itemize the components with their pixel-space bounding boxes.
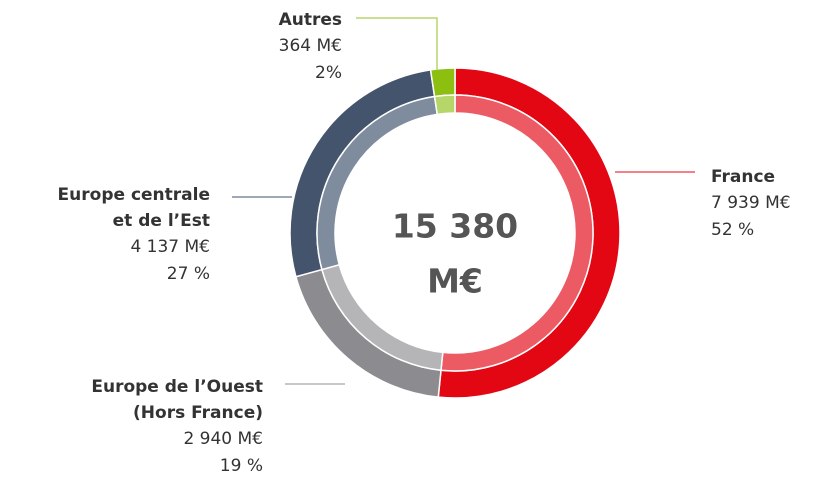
total-line: M€ — [427, 262, 483, 301]
category-name: Europe centrale et de l’Est — [57, 185, 210, 231]
value-label: 4 137 M€ — [130, 237, 210, 257]
percentage-label: 19 % — [219, 456, 263, 476]
slice-label: Autres 364 M€ 2% — [279, 7, 342, 87]
slice-inner — [433, 94, 456, 116]
value-label: 364 M€ — [278, 36, 342, 56]
leader-line — [356, 17, 438, 70]
percentage-label: 27 % — [166, 264, 210, 284]
percentage-label: 52 % — [711, 220, 755, 240]
value-label: 7 939 M€ — [711, 193, 791, 213]
slice-label: France 7 939 M€ 52 % — [711, 164, 791, 244]
slice-label: Europe de l’Ouest (Hors France) 2 940 M€ 1… — [91, 374, 263, 480]
category-name: Europe de l’Ouest (Hors France) — [91, 377, 263, 423]
slice — [429, 67, 456, 98]
slice-label: Europe centrale et de l’Est 4 137 M€ 27 % — [58, 182, 210, 288]
value-label: 2 940 M€ — [183, 429, 263, 449]
category-name: France — [711, 167, 776, 187]
percentage-label: 2% — [315, 63, 342, 83]
category-name: Autres — [278, 10, 342, 30]
total-line: 15 380 — [392, 207, 518, 246]
